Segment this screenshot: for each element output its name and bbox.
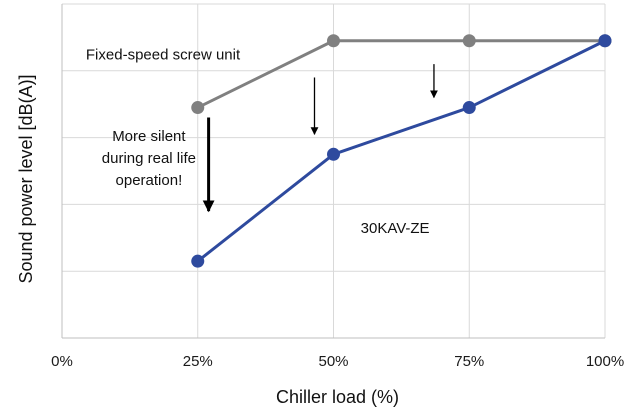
grid-layer <box>61 3 606 339</box>
series-0-point-1[interactable] <box>327 34 340 48</box>
annotation-line-1: during real life <box>102 150 196 167</box>
series-line-0 <box>197 39 605 109</box>
x-axis-title: Chiller load (%) <box>276 387 399 407</box>
axis-layer: 0% 25% 50% 75% 100% <box>51 4 624 370</box>
series-label-30kav-ze: 30KAV-ZE <box>361 220 430 237</box>
series-0-point-0[interactable] <box>191 101 205 115</box>
annotation-line-2: operation! <box>116 172 183 189</box>
annotation-line-0: More silent <box>112 128 186 145</box>
x-tick-label-1: 25% <box>183 353 213 370</box>
series-0-point-2[interactable] <box>462 34 476 48</box>
series-layer <box>191 34 612 268</box>
series-0 <box>191 34 612 115</box>
series-1-point-1[interactable] <box>327 147 340 161</box>
series-label-fixed-speed: Fixed-speed screw unit <box>86 46 241 63</box>
series-1-point-3[interactable] <box>598 34 612 48</box>
arrow-layer <box>202 64 438 213</box>
series-1-point-0[interactable] <box>191 254 205 268</box>
y-axis-title: Sound power level [dB(A)] <box>16 74 36 283</box>
x-tick-label-4: 100% <box>586 353 624 370</box>
series-line-1 <box>196 39 606 263</box>
x-tick-label-2: 50% <box>318 353 348 370</box>
annotation-layer: Fixed-speed screw unit 30KAV-ZE More silen… <box>86 46 430 237</box>
x-tick-label-0: 0% <box>51 353 73 370</box>
x-tick-label-3: 75% <box>454 353 484 370</box>
series-1-point-2[interactable] <box>462 101 476 115</box>
series-1 <box>191 34 612 268</box>
